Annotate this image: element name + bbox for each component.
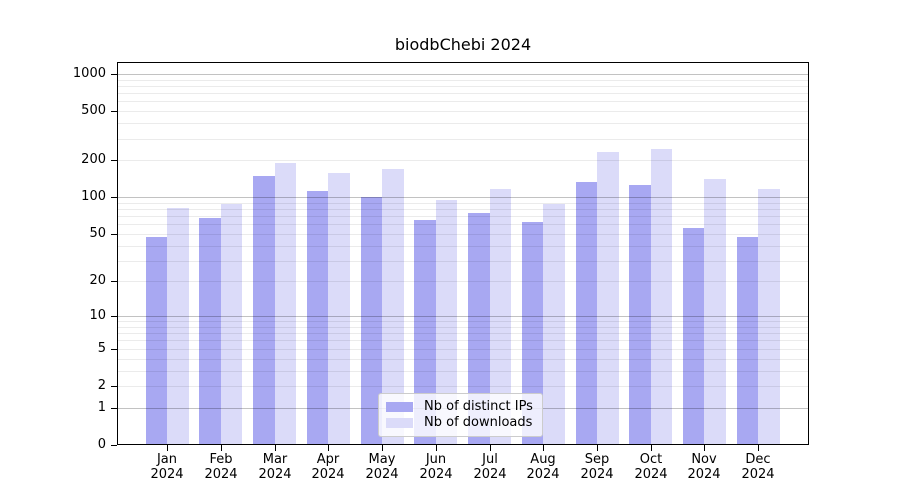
plot-area xyxy=(117,62,809,445)
x-tick-mark xyxy=(597,445,598,451)
y-tick-label: 500 xyxy=(81,103,106,118)
x-tick-mark xyxy=(758,445,759,451)
y-tick-label: 2 xyxy=(97,378,106,393)
x-tick-mark xyxy=(382,445,383,451)
legend-row-distinct-ips: Nb of distinct IPs xyxy=(386,399,534,415)
x-tick-label: Dec 2024 xyxy=(741,452,775,482)
x-tick-label: Feb 2024 xyxy=(204,452,238,482)
y-tick-label: 5 xyxy=(97,341,106,356)
x-tick-label: Oct 2024 xyxy=(634,452,668,482)
x-tick-mark xyxy=(436,445,437,451)
x-tick-mark xyxy=(543,445,544,451)
x-tick-label: Apr 2024 xyxy=(311,452,345,482)
legend-label-distinct-ips: Nb of distinct IPs xyxy=(424,399,533,414)
x-tick-mark xyxy=(704,445,705,451)
y-tick-label: 0 xyxy=(97,437,106,452)
x-tick-label: Jun 2024 xyxy=(419,452,453,482)
x-tick-label: Jul 2024 xyxy=(473,452,507,482)
chart-title: biodbChebi 2024 xyxy=(394,35,532,54)
x-tick-label: May 2024 xyxy=(365,452,399,482)
x-tick-mark xyxy=(490,445,491,451)
x-tick-label: Mar 2024 xyxy=(258,452,292,482)
y-tick-mark xyxy=(111,445,117,446)
legend-row-downloads: Nb of downloads xyxy=(386,415,534,431)
y-tick-label: 50 xyxy=(89,226,106,241)
y-tick-label: 200 xyxy=(81,152,106,167)
x-tick-label: Sep 2024 xyxy=(580,452,614,482)
y-tick-label: 1000 xyxy=(72,66,106,81)
y-tick-label: 100 xyxy=(81,189,106,204)
y-tick-label: 10 xyxy=(89,308,106,323)
x-tick-mark xyxy=(221,445,222,451)
y-tick-label: 20 xyxy=(89,273,106,288)
x-tick-mark xyxy=(167,445,168,451)
legend-swatch-downloads xyxy=(386,418,413,428)
legend-label-downloads: Nb of downloads xyxy=(424,415,533,430)
y-tick-label: 1 xyxy=(97,400,106,415)
x-tick-mark xyxy=(275,445,276,451)
legend: Nb of distinct IPs Nb of downloads xyxy=(378,393,543,437)
legend-swatch-distinct-ips xyxy=(386,402,413,412)
x-tick-label: Jan 2024 xyxy=(150,452,184,482)
x-tick-label: Aug 2024 xyxy=(526,452,560,482)
x-tick-mark xyxy=(328,445,329,451)
x-tick-label: Nov 2024 xyxy=(687,452,721,482)
x-tick-mark xyxy=(651,445,652,451)
